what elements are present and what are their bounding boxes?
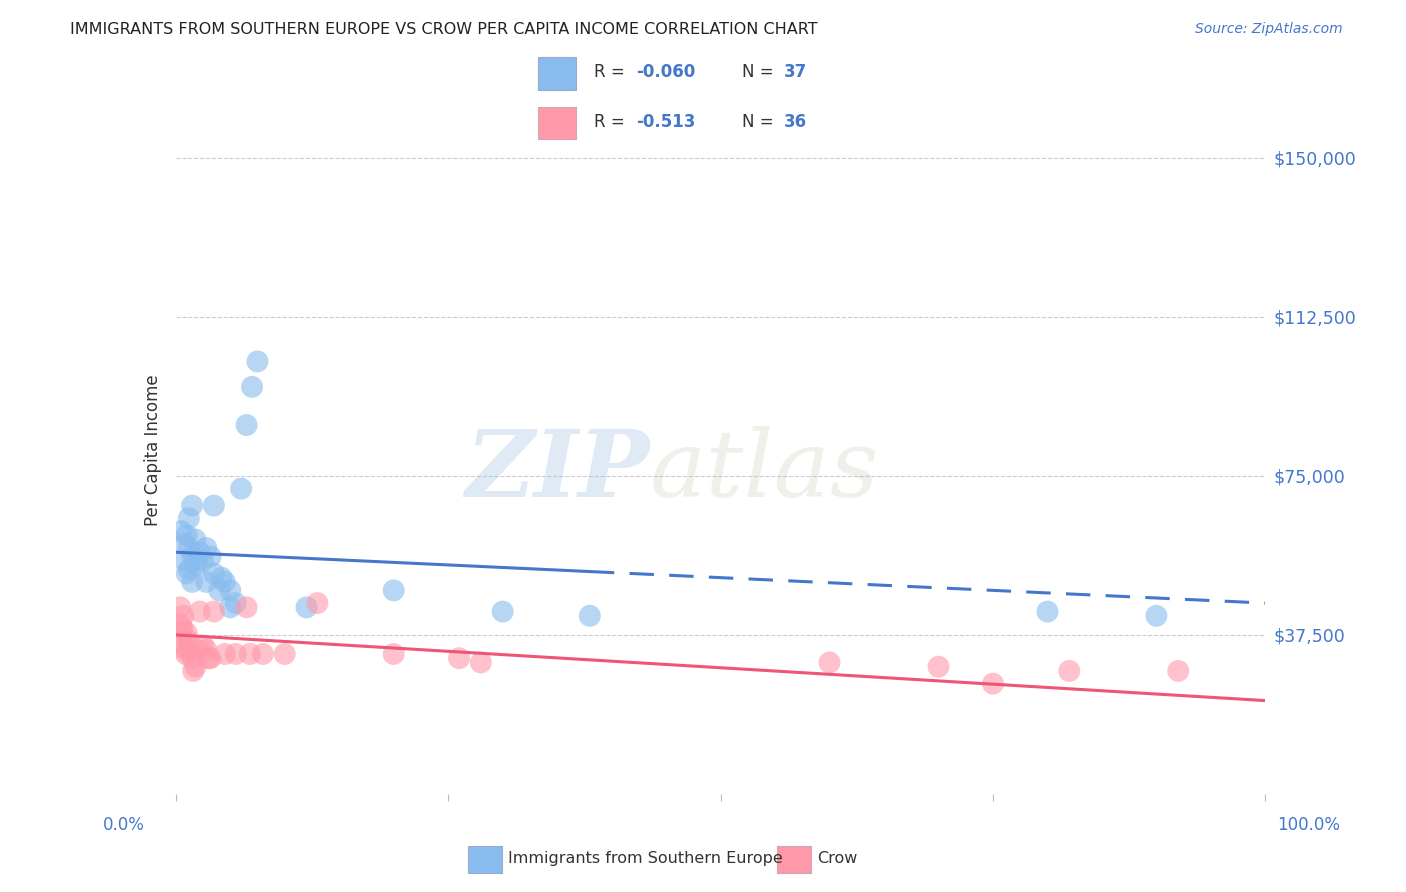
Point — [174, 647, 197, 661]
Point — [181, 574, 204, 589]
Text: Crow: Crow — [817, 851, 858, 866]
Point — [225, 596, 247, 610]
Point — [246, 354, 269, 368]
Text: 0.0%: 0.0% — [103, 816, 145, 834]
Point — [177, 642, 200, 657]
Point — [186, 554, 209, 568]
Point — [173, 554, 195, 568]
Text: R =: R = — [595, 63, 630, 81]
Point — [239, 647, 262, 661]
Point — [176, 566, 198, 581]
Text: Immigrants from Southern Europe: Immigrants from Southern Europe — [508, 851, 783, 866]
Y-axis label: Per Capita Income: Per Capita Income — [143, 375, 162, 526]
FancyBboxPatch shape — [468, 847, 502, 873]
Point — [202, 605, 225, 619]
Point — [1167, 664, 1189, 678]
FancyBboxPatch shape — [538, 57, 576, 89]
Point — [176, 528, 198, 542]
Point — [200, 651, 222, 665]
Text: IMMIGRANTS FROM SOUTHERN EUROPE VS CROW PER CAPITA INCOME CORRELATION CHART: IMMIGRANTS FROM SOUTHERN EUROPE VS CROW … — [70, 22, 818, 37]
Text: N =: N = — [742, 112, 779, 130]
Point — [1036, 605, 1059, 619]
Point — [225, 647, 247, 661]
Point — [492, 605, 515, 619]
Text: ZIP: ZIP — [465, 426, 650, 516]
Point — [181, 664, 204, 678]
FancyBboxPatch shape — [538, 107, 576, 139]
Point — [219, 600, 242, 615]
Point — [172, 639, 194, 653]
Point — [188, 545, 211, 559]
Point — [818, 656, 841, 670]
Text: R =: R = — [595, 112, 636, 130]
Point — [981, 676, 1004, 690]
Point — [382, 647, 405, 661]
Text: N =: N = — [742, 63, 779, 81]
Text: atlas: atlas — [650, 426, 879, 516]
Point — [214, 574, 236, 589]
Point — [172, 608, 194, 623]
Point — [169, 600, 191, 615]
Point — [170, 617, 193, 632]
Point — [184, 533, 207, 547]
Text: Source: ZipAtlas.com: Source: ZipAtlas.com — [1195, 22, 1343, 37]
Point — [197, 651, 219, 665]
Point — [188, 605, 211, 619]
Point — [252, 647, 274, 661]
Point — [235, 417, 257, 432]
Text: -0.060: -0.060 — [637, 63, 696, 81]
Point — [202, 499, 225, 513]
Point — [195, 642, 218, 657]
Point — [184, 558, 207, 572]
Point — [219, 583, 242, 598]
Point — [307, 596, 329, 610]
Point — [177, 511, 200, 525]
Point — [170, 524, 193, 538]
Point — [181, 549, 204, 564]
Point — [235, 600, 257, 615]
Point — [447, 651, 470, 665]
Point — [177, 562, 200, 576]
Point — [202, 566, 225, 581]
Point — [240, 380, 263, 394]
Point — [173, 642, 195, 657]
Point — [172, 622, 194, 636]
Point — [200, 549, 222, 564]
Point — [231, 482, 253, 496]
Point — [184, 659, 207, 673]
Point — [1144, 608, 1167, 623]
Text: 37: 37 — [785, 63, 807, 81]
Point — [173, 537, 195, 551]
Point — [191, 554, 214, 568]
Point — [176, 625, 198, 640]
Point — [181, 651, 204, 665]
Text: 100.0%: 100.0% — [1277, 816, 1340, 834]
Point — [195, 541, 218, 555]
Text: 36: 36 — [785, 112, 807, 130]
Point — [295, 600, 318, 615]
Point — [382, 583, 405, 598]
Point — [177, 634, 200, 648]
Point — [177, 541, 200, 555]
Point — [191, 639, 214, 653]
Point — [214, 647, 236, 661]
Point — [579, 608, 602, 623]
Point — [1057, 664, 1080, 678]
Point — [208, 583, 231, 598]
Point — [186, 642, 209, 657]
FancyBboxPatch shape — [778, 847, 811, 873]
Point — [172, 625, 194, 640]
Point — [181, 499, 204, 513]
Point — [195, 574, 218, 589]
Point — [928, 659, 950, 673]
Point — [211, 571, 233, 585]
Text: -0.513: -0.513 — [637, 112, 696, 130]
Point — [274, 647, 297, 661]
Point — [470, 656, 492, 670]
